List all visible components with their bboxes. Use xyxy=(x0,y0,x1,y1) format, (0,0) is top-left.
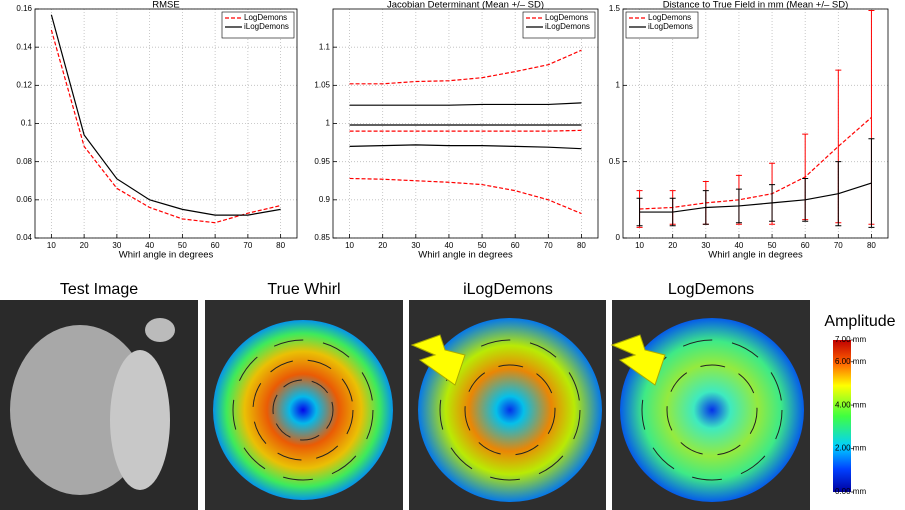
x-axis-label: Whirl angle in degrees xyxy=(418,250,513,261)
colorbar-title: Amplitude xyxy=(824,313,895,330)
y-tick-label: 0 xyxy=(616,233,621,242)
legend-label: iLogDemons xyxy=(648,22,693,31)
x-tick-label: 40 xyxy=(734,241,743,250)
colorbar xyxy=(833,340,851,492)
legend-label: LogDemons xyxy=(648,13,691,22)
x-tick-label: 70 xyxy=(243,241,252,250)
x-tick-label: 10 xyxy=(47,241,56,250)
y-tick-label: 0.16 xyxy=(16,4,32,13)
lower-line xyxy=(349,144,582,150)
x-tick-label: 10 xyxy=(345,241,354,250)
y-tick-label: 0.95 xyxy=(314,157,330,166)
legend-box xyxy=(221,11,295,39)
legend-label: iLogDemons xyxy=(244,22,289,31)
legend-label: LogDemons xyxy=(545,13,588,22)
y-tick-label: 1 xyxy=(326,119,331,128)
ilogdemons-image xyxy=(409,300,606,510)
panel-title: LogDemons xyxy=(668,281,754,298)
colorbar-tick-label: 0.00 mm xyxy=(835,487,866,496)
y-tick-label: 0.5 xyxy=(609,157,621,166)
chart-title: RMSE xyxy=(152,0,179,11)
y-tick-label: 1.05 xyxy=(314,80,330,89)
mean-line xyxy=(349,129,582,132)
true-whirl-image xyxy=(205,300,403,510)
x-axis-label: Whirl angle in degrees xyxy=(708,250,803,261)
x-tick-label: 80 xyxy=(577,241,586,250)
y-tick-label: 0.04 xyxy=(16,233,32,242)
colorbar-tick-label: 2.00 mm xyxy=(835,444,866,453)
x-tick-label: 30 xyxy=(701,241,710,250)
arrow xyxy=(610,334,666,386)
plot-frame xyxy=(332,8,599,239)
plot-frame xyxy=(622,8,889,239)
x-tick-label: 30 xyxy=(411,241,420,250)
x-tick-label: 80 xyxy=(276,241,285,250)
y-tick-label: 1.1 xyxy=(319,42,331,51)
chart: 0.04 0.06 0.08 0.1 0.12 0.14 0.16 10 20 30 40 50 60 7… xyxy=(16,0,298,261)
error-bar xyxy=(735,188,742,224)
legend-label: LogDemons xyxy=(244,13,287,22)
y-tick-label: 1.5 xyxy=(609,4,621,13)
error-bar xyxy=(769,184,776,222)
panel-title: Test Image xyxy=(60,281,138,298)
x-tick-label: 40 xyxy=(444,241,453,250)
x-tick-label: 50 xyxy=(178,241,187,250)
colorbar-tick-label: 6.00 mm xyxy=(835,357,866,366)
legend-box xyxy=(522,11,596,39)
x-tick-label: 50 xyxy=(478,241,487,250)
legend-label: iLogDemons xyxy=(545,22,590,31)
upper-line xyxy=(349,49,582,85)
x-tick-label: 20 xyxy=(378,241,387,250)
plot-area xyxy=(35,9,297,238)
plot-frame xyxy=(34,8,298,239)
error-bar xyxy=(802,177,809,222)
chart: 0.85 0.9 0.95 1 1.05 1.1 10 20 30 40 50 60 70 80 Jacob… xyxy=(314,0,599,261)
y-tick-label: 0.9 xyxy=(319,195,331,204)
x-tick-label: 60 xyxy=(511,241,520,250)
chart-title: Jacobian Determinant (Mean +/– SD) xyxy=(387,0,544,11)
panel-title: iLogDemons xyxy=(463,281,553,298)
arrow xyxy=(410,334,466,386)
plot-area xyxy=(623,9,888,238)
x-tick-label: 70 xyxy=(834,241,843,250)
x-tick-label: 20 xyxy=(668,241,677,250)
y-tick-label: 0.14 xyxy=(16,42,32,51)
x-tick-label: 10 xyxy=(635,241,644,250)
mean-line xyxy=(639,182,872,213)
y-tick-label: 0.06 xyxy=(16,195,32,204)
mean-line xyxy=(639,116,872,210)
series-line xyxy=(50,14,281,216)
y-tick-label: 1 xyxy=(616,80,621,89)
error-bar xyxy=(636,197,643,227)
x-tick-label: 60 xyxy=(801,241,810,250)
error-bar xyxy=(702,190,709,225)
x-axis-label: Whirl angle in degrees xyxy=(119,250,214,261)
error-bar xyxy=(669,197,676,227)
upper-line xyxy=(349,102,582,106)
colorbar-tick-label: 4.00 mm xyxy=(835,400,866,409)
x-tick-label: 40 xyxy=(145,241,154,250)
panel-title: True Whirl xyxy=(267,281,340,298)
y-tick-label: 0.08 xyxy=(16,157,32,166)
image-row xyxy=(0,300,810,510)
y-tick-label: 0.1 xyxy=(21,119,33,128)
legend-box xyxy=(625,11,699,39)
chart-title: Distance to True Field in mm (Mean +/– S… xyxy=(663,0,849,11)
y-tick-label: 0.85 xyxy=(314,233,330,242)
error-bar xyxy=(868,138,875,228)
x-tick-label: 50 xyxy=(768,241,777,250)
x-tick-label: 30 xyxy=(112,241,121,250)
colorbar-tick-label: 7.00 mm xyxy=(835,335,866,344)
x-tick-label: 70 xyxy=(544,241,553,250)
chart: 0 0.5 1 1.5 10 20 30 40 50 60 70 80 Distance to True… xyxy=(609,0,889,261)
x-tick-label: 20 xyxy=(80,241,89,250)
lower-line xyxy=(349,177,582,215)
error-bar xyxy=(835,161,842,227)
y-tick-label: 0.12 xyxy=(16,80,32,89)
x-tick-label: 60 xyxy=(211,241,220,250)
test-image xyxy=(0,300,198,510)
logdemons-image xyxy=(610,300,810,510)
x-tick-label: 80 xyxy=(867,241,876,250)
